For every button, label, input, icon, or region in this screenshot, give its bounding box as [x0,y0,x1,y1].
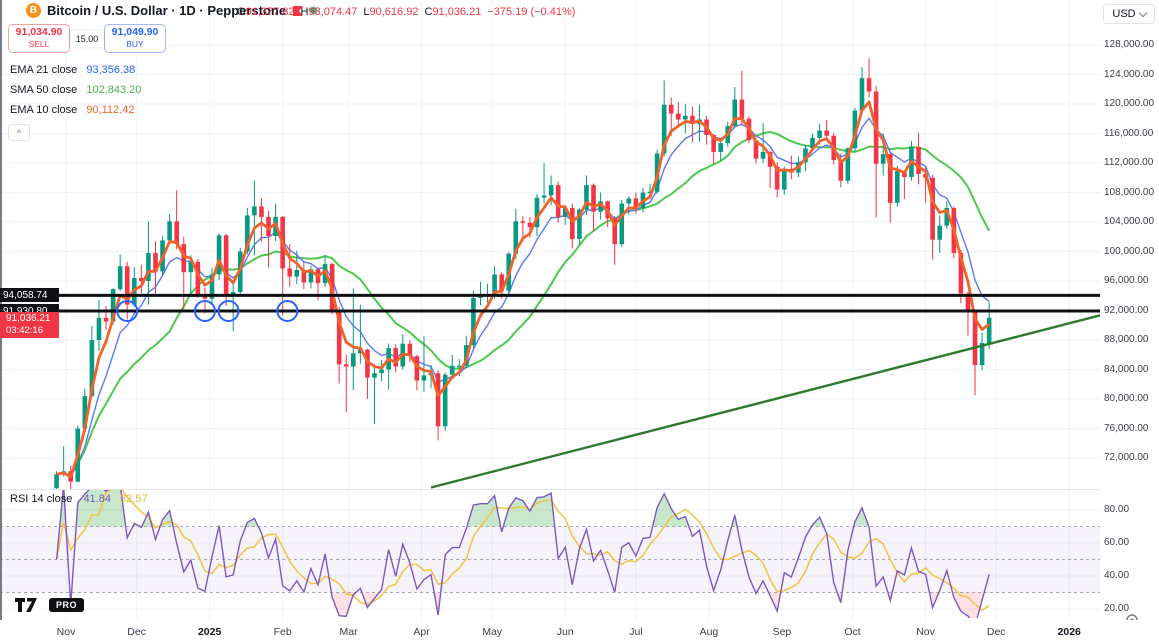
price-tick-label: 120,000.00 [1104,98,1155,109]
sma50-name: SMA 50 close [10,84,78,96]
time-axis-label: Jun [556,626,574,638]
time-axis-label: Jul [629,626,643,638]
buy-label: BUY [126,39,144,49]
close-value: 91,036.21 [432,6,482,18]
price-tick-label: 80,000.00 [1104,393,1149,404]
price-tick-label: 100,000.00 [1104,245,1155,257]
price-tick-label: 124,000.00 [1104,68,1155,80]
ema21-value: 93,356.38 [86,64,136,76]
currency-selector[interactable]: USD [1103,4,1155,24]
broker-flag-icon [293,5,304,16]
bitcoin-icon: B [26,3,41,18]
high-value: 93,074.47 [308,6,358,18]
rsi-tick-label: 80.00 [1104,504,1130,515]
upper-line-price-label: 94,058.74 [0,288,59,303]
high-label: H [300,6,309,18]
market-status-dot[interactable] [310,7,318,14]
symbol-title-row[interactable]: B Bitcoin / U.S. Dollar · 1D · Peppersto… [26,3,318,18]
time-axis-label: May [482,626,503,638]
price-tick-label: 76,000.00 [1104,422,1149,434]
close-label: C [424,6,433,18]
time-axis-label: 2026 [1057,626,1081,638]
time-axis-label: Sep [772,626,792,638]
indicator-row-sma50[interactable]: SMA 50 close 102,843.20 [10,84,141,96]
bar-countdown: 03:42:16 [6,324,43,336]
time-axis-label: Dec [986,626,1006,638]
price-tick-label: 104,000.00 [1104,216,1155,227]
tradingview-logo[interactable]: PRO [14,596,85,613]
ema10-value: 90,112.42 [86,104,135,116]
buy-button[interactable]: 91,049.90 BUY [104,24,166,53]
price-tick-label: 88,000.00 [1104,334,1149,345]
tradingview-mark-icon [15,598,37,612]
time-axis-label: Feb [273,626,292,638]
time-axis-label: Nov [56,626,76,638]
last-price-value: 91,036.21 [6,312,51,324]
price-tick-label: 92,000.00 [1104,304,1149,316]
rsi-tick-label: 20.00 [1104,603,1130,614]
buy-price: 91,049.90 [111,26,159,38]
sell-button[interactable]: 91,034.90 SELL [8,24,70,53]
price-axis[interactable]: 128,000.00 124,000.00 120,000.00 116,000.00… [1100,0,1159,620]
price-tick-label: 72,000.00 [1104,452,1149,463]
price-tick-label: 96,000.00 [1104,275,1149,286]
ohlc-readout: O91,377.82 H93,074.47 L90,616.92 C91,036.21… [237,6,575,18]
price-tick-label: 84,000.00 [1104,363,1149,375]
rsi-ma-value: 32.57 [120,493,148,505]
change-value: −375.19 (−0.41%) [487,6,576,18]
time-axis-label: Mar [339,626,358,638]
rsi-tick-label: 60.00 [1104,537,1130,548]
time-axis-label: Oct [844,626,861,638]
time-axis-label: Aug [699,626,719,638]
indicator-row-ema21[interactable]: EMA 21 close 93,356.38 [10,64,135,76]
rsi-indicator-row[interactable]: RSI 14 close 41.84 32.57 [10,493,148,505]
chevron-down-icon [1138,8,1147,17]
currency-label: USD [1112,8,1136,20]
open-label: O [237,6,246,18]
trade-widget: 91,034.90 SELL 15.00 91,049.90 BUY [8,24,166,53]
ema21-name: EMA 21 close [10,64,78,76]
low-label: L [363,6,370,18]
price-tick-label: 128,000.00 [1104,39,1155,50]
time-axis-label: Dec [127,626,146,638]
spread-value: 15.00 [70,30,104,47]
chevron-up-icon: ^ [16,127,22,138]
open-value: 91,377.82 [245,6,295,18]
time-axis-label: Apr [413,626,430,638]
rsi-name: RSI 14 close [10,493,73,505]
last-price-label: 91,036.21 03:42:16 [0,311,59,338]
collapse-indicators-button[interactable]: ^ [8,124,30,141]
time-axis[interactable]: Nov Dec 2025 Feb Mar Apr May Jun Jul Aug Sep Oct Nov… [0,620,1159,642]
price-tick-label: 108,000.00 [1104,186,1155,198]
indicator-row-ema10[interactable]: EMA 10 close 90,112.42 [10,104,134,116]
sell-price: 91,034.90 [15,26,63,38]
time-axis-label: 2025 [197,626,222,638]
low-value: 90,616.92 [369,6,419,18]
price-tick-label: 112,000.00 [1104,157,1154,168]
sma50-value: 102,843.20 [86,84,142,96]
rsi-tick-label: 40.00 [1104,570,1130,581]
sell-label: SELL [28,39,50,49]
rsi-value: 41.84 [83,493,111,505]
time-axis-label: Nov [916,626,935,638]
price-tick-label: 116,000.00 [1104,127,1154,139]
symbol-title: Bitcoin / U.S. Dollar · 1D · Pepperstone [47,3,287,18]
ema10-name: EMA 10 close [10,104,78,116]
pro-badge: PRO [49,597,85,612]
